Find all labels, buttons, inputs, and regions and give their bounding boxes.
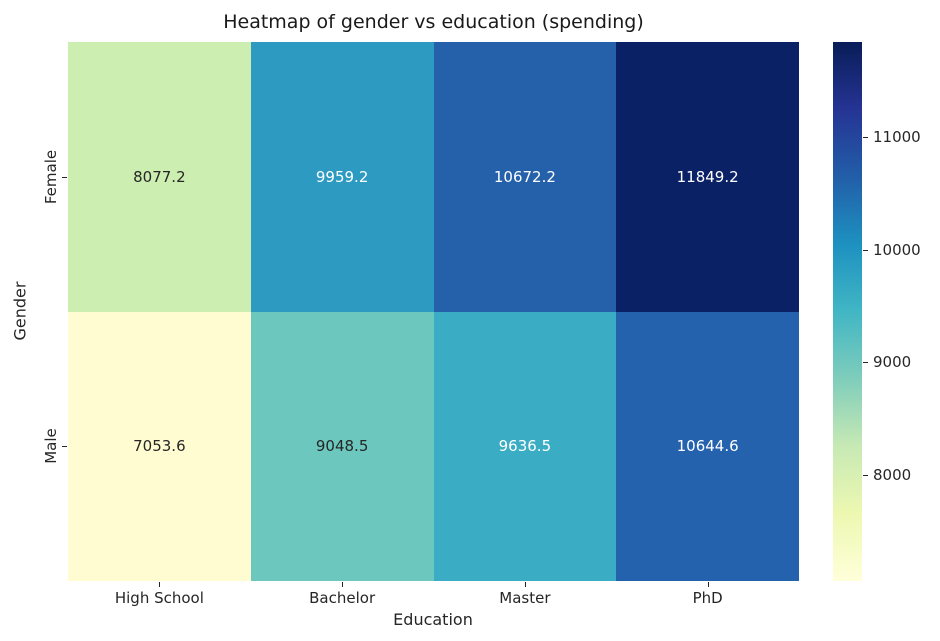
x-tick-mark <box>342 582 343 587</box>
heatmap-cell-male-bachelor: 9048.5 <box>250 311 434 581</box>
heatmap-cell-male-high-school: 7053.6 <box>68 311 251 581</box>
x-tick-mark <box>708 582 709 587</box>
heatmap-cell-female-phd: 11849.2 <box>616 42 799 312</box>
heatmap-cell-female-master: 10672.2 <box>433 42 617 312</box>
x-tick-label-high-school: High School <box>114 589 204 607</box>
x-tick-mark <box>159 582 160 587</box>
heatmap-cell-male-phd: 10644.6 <box>616 311 799 581</box>
heatmap-cell-male-master: 9636.5 <box>433 311 617 581</box>
y-tick-mark <box>62 446 67 447</box>
heatmap-plot-area: 8077.2 9959.2 10672.2 11849.2 7053.6 9048.5 96… <box>68 42 799 581</box>
colorbar-tick-label-11000: 11000 <box>873 128 921 147</box>
y-tick-label-female: Female <box>42 149 60 204</box>
cell-value: 9048.5 <box>315 437 369 456</box>
cell-value: 9636.5 <box>498 437 552 456</box>
y-axis-label: Gender <box>10 281 30 341</box>
x-tick-mark <box>525 582 526 587</box>
cell-value: 8077.2 <box>133 167 186 186</box>
x-tick-label-bachelor: Bachelor <box>309 589 376 607</box>
x-tick-label-master: Master <box>499 589 551 607</box>
y-tick-mark <box>62 177 67 178</box>
heatmap-cell-female-bachelor: 9959.2 <box>250 42 434 312</box>
colorbar <box>833 42 862 581</box>
cell-value: 10644.6 <box>676 437 739 456</box>
x-tick-label-phd: PhD <box>692 589 723 607</box>
x-axis-label: Education <box>393 610 473 629</box>
colorbar-tick-label-9000: 9000 <box>873 353 912 372</box>
heatmap-cell-female-high-school: 8077.2 <box>68 42 251 312</box>
colorbar-tick-label-10000: 10000 <box>873 240 921 259</box>
chart-title: Heatmap of gender vs education (spending… <box>223 11 644 33</box>
cell-value: 10672.2 <box>493 167 556 186</box>
colorbar-tick-mark <box>863 362 868 363</box>
y-tick-label-male: Male <box>42 428 60 465</box>
colorbar-tick-mark <box>863 137 868 138</box>
colorbar-tick-mark <box>863 475 868 476</box>
colorbar-tick-label-8000: 8000 <box>873 465 912 484</box>
cell-value: 9959.2 <box>315 167 369 186</box>
colorbar-tick-mark <box>863 250 868 251</box>
cell-value: 7053.6 <box>133 437 186 456</box>
cell-value: 11849.2 <box>676 167 739 186</box>
